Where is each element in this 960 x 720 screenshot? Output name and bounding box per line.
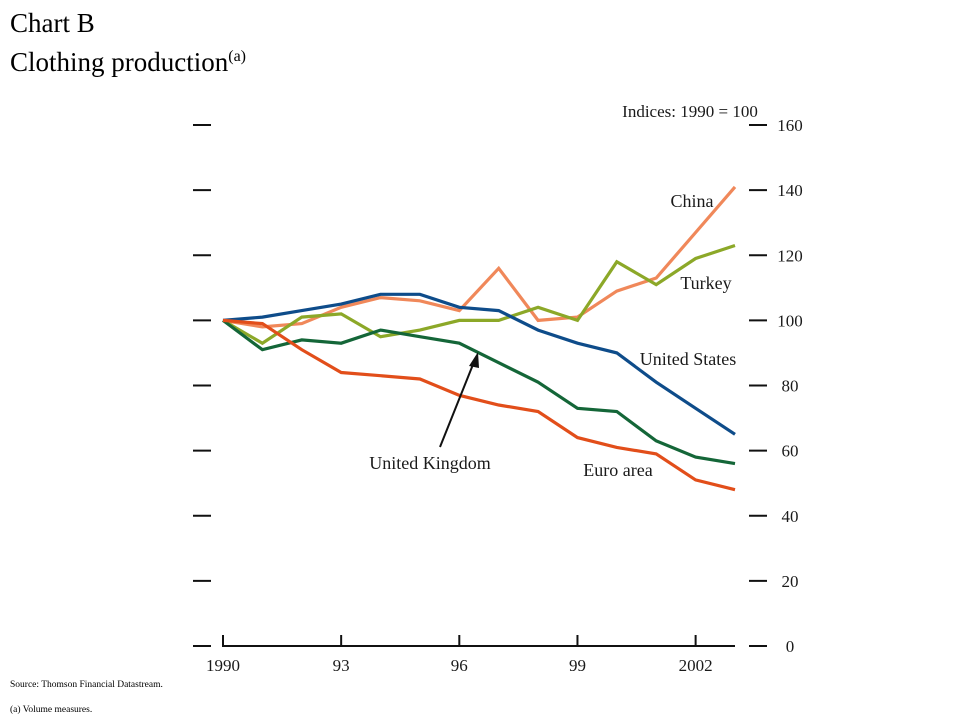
x-tick-label: 93 <box>333 656 350 675</box>
title-footnote-marker: (a) <box>228 48 247 65</box>
y-tick-label: 0 <box>786 637 795 656</box>
y-tick-label: 40 <box>782 507 799 526</box>
x-tick-label: 96 <box>451 656 468 675</box>
uk-pointer-line <box>439 361 475 448</box>
footnote: (a) Volume measures. <box>10 705 93 715</box>
title-line-1: Chart B <box>10 8 95 38</box>
chart-title: Chart B Clothing production(a) <box>10 6 246 79</box>
series-label-turkey: Turkey <box>680 273 731 293</box>
title-line-2: Clothing production(a) <box>10 40 246 79</box>
y-tick-label: 80 <box>782 377 799 396</box>
y-tick-label: 100 <box>777 311 803 330</box>
x-tick-label: 1990 <box>206 656 240 675</box>
y-tick-label: 20 <box>782 572 799 591</box>
series-label-euro-area: Euro area <box>583 460 652 480</box>
y-tick-label: 60 <box>782 442 799 461</box>
series-label-united-states: United States <box>640 349 737 369</box>
series-label-united-kingdom: United Kingdom <box>369 453 491 473</box>
series-line-united-states <box>222 292 736 436</box>
series-line-turkey <box>222 243 736 346</box>
series-label-china: China <box>671 191 714 211</box>
y-tick-label: 120 <box>777 246 803 265</box>
x-tick-label: 99 <box>569 656 586 675</box>
x-tick-label: 2002 <box>679 656 713 675</box>
uk-pointer-arrowhead <box>469 352 479 368</box>
series-line-china <box>222 185 737 329</box>
title-text: Clothing production <box>10 47 229 77</box>
y-tick-label: 140 <box>777 181 803 200</box>
y-tick-label: 160 <box>777 116 803 135</box>
series-line-euro-area <box>222 318 736 492</box>
units-label: Indices: 1990 = 100 <box>622 102 758 121</box>
source-note: Source: Thomson Financial Datastream. <box>10 680 163 690</box>
series-line-united-kingdom <box>222 319 736 466</box>
